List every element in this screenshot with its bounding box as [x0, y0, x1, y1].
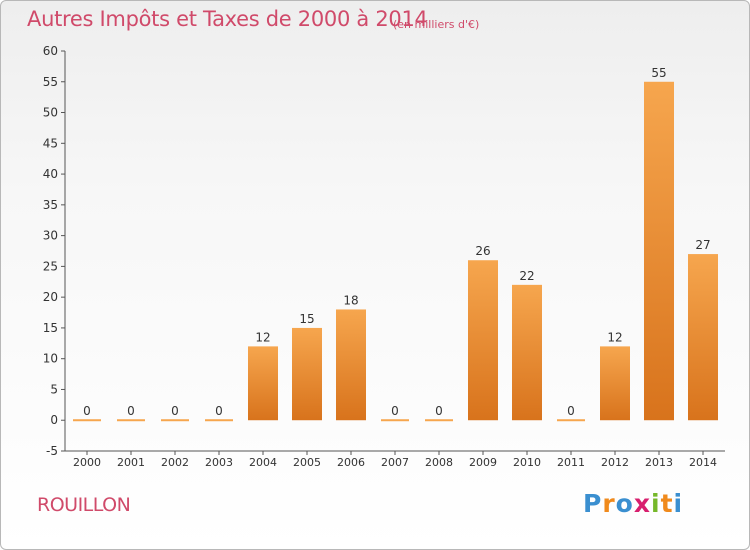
bar-value-label: 0	[171, 404, 179, 418]
bar-value-label: 0	[567, 404, 575, 418]
bar	[688, 254, 718, 421]
logo-letter: o	[615, 489, 634, 518]
bar	[73, 419, 101, 422]
bar	[644, 81, 674, 421]
bar	[425, 419, 453, 422]
chart-title: Autres Impôts et Taxes de 2000 à 2014	[27, 7, 428, 31]
x-tick-label: 2010	[513, 456, 541, 469]
bar-value-label: 0	[435, 404, 443, 418]
bar	[381, 419, 409, 422]
bar	[161, 419, 189, 422]
y-tick-label: 5	[50, 382, 58, 396]
bar-value-label: 0	[215, 404, 223, 418]
bar	[557, 419, 585, 422]
bar-value-label: 12	[255, 330, 270, 344]
bar-value-label: 22	[519, 269, 534, 283]
x-tick-label: 2004	[249, 456, 277, 469]
bar-value-label: 0	[391, 404, 399, 418]
logo-letter: i	[651, 489, 661, 518]
x-tick-label: 2002	[161, 456, 189, 469]
bar	[248, 346, 278, 421]
x-tick-label: 2003	[205, 456, 233, 469]
y-tick-label: 35	[43, 198, 58, 212]
x-tick-label: 2009	[469, 456, 497, 469]
x-tick-label: 2005	[293, 456, 321, 469]
bar	[336, 309, 366, 421]
y-tick-label: 50	[43, 106, 58, 120]
bar-value-label: 0	[127, 404, 135, 418]
commune-name: ROUILLON	[37, 494, 131, 516]
x-tick-label: 2001	[117, 456, 145, 469]
logo-letter: t	[660, 489, 674, 518]
y-tick-label: 45	[43, 136, 58, 150]
bar	[292, 327, 322, 421]
y-tick-label: 30	[43, 229, 58, 243]
bar-value-label: 26	[475, 244, 490, 258]
bar-value-label: 0	[83, 404, 91, 418]
y-tick-label: 20	[43, 290, 58, 304]
y-tick-label: 0	[50, 413, 58, 427]
bar	[117, 419, 145, 422]
logo-letter: x	[633, 489, 651, 518]
bar-value-label: 27	[695, 238, 710, 252]
x-tick-label: 2000	[73, 456, 101, 469]
logo-letter: P	[583, 489, 603, 518]
y-tick-label: 55	[43, 75, 58, 89]
bar	[468, 260, 498, 421]
bar-value-label: 12	[607, 330, 622, 344]
y-tick-label: 60	[43, 44, 58, 58]
y-tick-label: 10	[43, 352, 58, 366]
bar-value-label: 18	[343, 293, 358, 307]
proxiti-logo: Proxiti	[583, 489, 683, 518]
x-tick-label: 2006	[337, 456, 365, 469]
bar-value-label: 55	[651, 66, 666, 80]
y-tick-label: -5	[46, 444, 58, 458]
x-tick-label: 2011	[557, 456, 585, 469]
bar	[512, 284, 542, 421]
chart-unit: (en milliers d'€)	[393, 18, 480, 31]
x-tick-label: 2012	[601, 456, 629, 469]
x-tick-label: 2014	[689, 456, 717, 469]
bar	[205, 419, 233, 422]
x-tick-label: 2008	[425, 456, 453, 469]
y-tick-label: 40	[43, 167, 58, 181]
y-tick-label: 15	[43, 321, 58, 335]
y-tick-label: 25	[43, 259, 58, 273]
x-tick-label: 2007	[381, 456, 409, 469]
bar	[600, 346, 630, 421]
bar-value-label: 15	[299, 312, 314, 326]
x-tick-label: 2013	[645, 456, 673, 469]
logo-letter: i	[673, 489, 684, 518]
logo-letter: r	[602, 489, 616, 518]
